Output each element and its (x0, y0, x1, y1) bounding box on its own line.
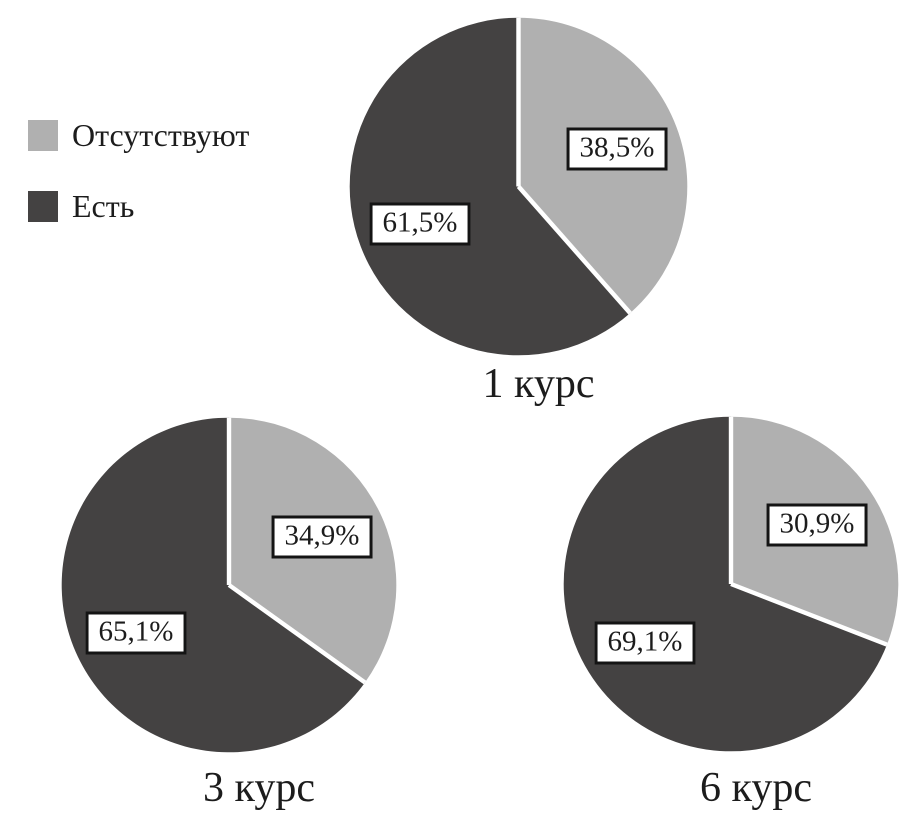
pie-slice-present (61, 417, 365, 753)
legend-label-absent: Отсутствуют (72, 117, 250, 153)
slice-divider (227, 583, 367, 685)
slice-divider (730, 581, 888, 647)
pie-slice-present (563, 416, 887, 752)
pie-svg-course-3 (61, 417, 397, 753)
legend-item-absent: Отсутствуют (28, 119, 249, 151)
slice-label-absent: 34,9% (271, 515, 373, 559)
slice-label-present: 61,5% (369, 202, 471, 246)
slice-label-absent: 30,9% (766, 503, 868, 547)
legend-swatch-present-icon (28, 190, 58, 222)
pie-chart-course-3: 3 курс 34,9% 65,1% (60, 416, 398, 810)
slice-divider (516, 185, 632, 315)
pie-caption-course-1: 1 курс (482, 361, 595, 407)
pie-caption-course-3: 3 курс (203, 765, 315, 811)
pie-chart-course-1: 1 курс 38,5% 61,5% (348, 16, 689, 406)
slice-label-present: 69,1% (594, 621, 696, 665)
chart-legend: Отсутствуют Есть (28, 119, 249, 261)
legend-item-present: Есть (28, 190, 249, 222)
pie-svg-course-6 (563, 416, 899, 752)
pie-caption-course-6: 6 курс (700, 765, 812, 811)
slice-label-present: 65,1% (85, 611, 187, 655)
legend-swatch-absent-icon (28, 119, 58, 151)
pie-svg-course-1 (349, 17, 688, 356)
slice-label-absent: 38,5% (566, 127, 668, 171)
pie-slice-present (349, 17, 631, 356)
pie-chart-course-6: 6 курс 30,9% 69,1% (562, 415, 900, 810)
legend-label-present: Есть (72, 188, 135, 224)
